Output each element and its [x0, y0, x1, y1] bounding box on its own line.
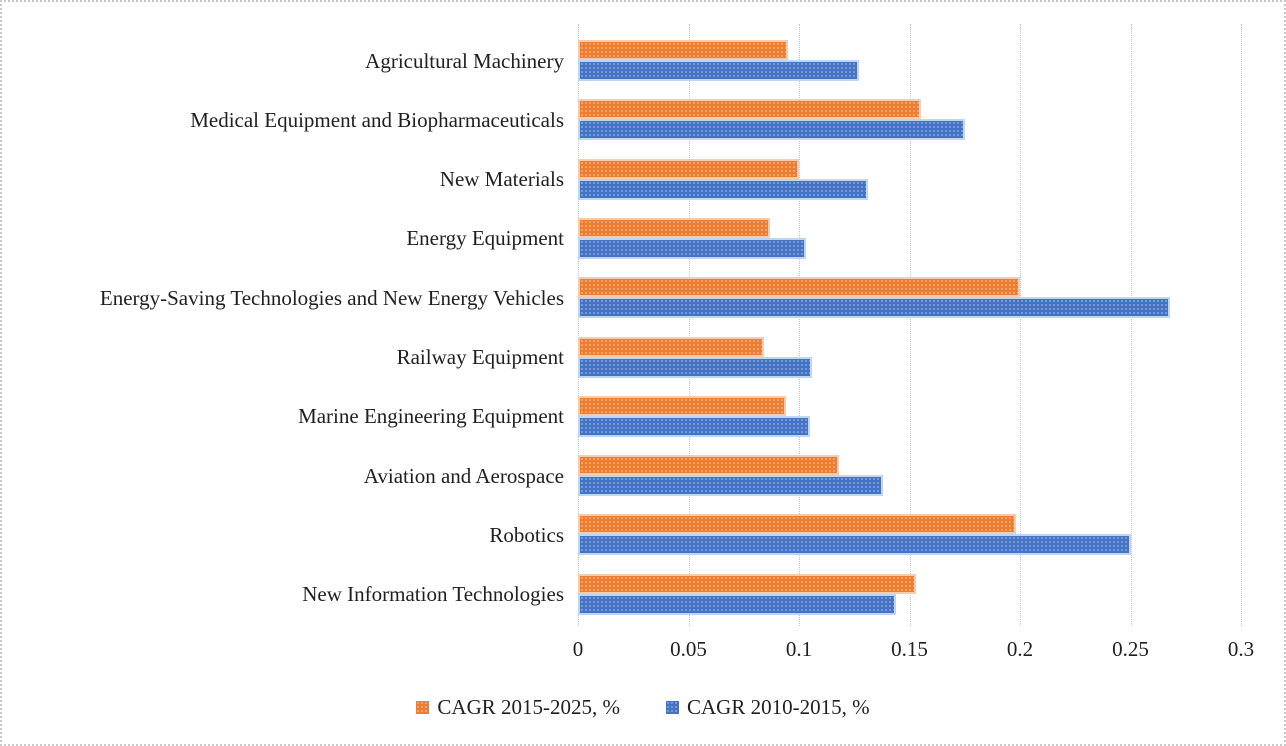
gridline: [578, 24, 579, 626]
bar-cagr-2015-2025: [578, 217, 770, 238]
bar-cagr-2015-2025: [578, 455, 839, 476]
x-tick-label: 0.05: [670, 637, 707, 661]
bar-cagr-2010-2015: [578, 475, 883, 497]
x-tick-label: 0: [572, 637, 584, 661]
bar-cagr-2010-2015: [578, 60, 859, 81]
bar-cagr-2015-2025: [578, 99, 921, 120]
bar-cagr-2010-2015: [578, 237, 806, 259]
x-tick-label: 0.1: [785, 637, 813, 661]
gridline: [909, 24, 911, 626]
legend-item-cagr-2010-2015: CAGR 2010-2015, %: [666, 694, 870, 720]
legend-swatch: [416, 700, 430, 714]
category-label: Energy-Saving Technologies and New Energ…: [99, 285, 564, 310]
x-tick-label: 0.15: [891, 637, 928, 661]
x-tick-label: 0.25: [1112, 637, 1149, 661]
gridline: [1241, 24, 1242, 626]
category-label: Medical Equipment and Biopharmaceuticals: [190, 107, 564, 132]
bar-cagr-2015-2025: [578, 277, 1020, 298]
bar-cagr-2010-2015: [578, 593, 896, 615]
bar-cagr-2015-2025: [578, 40, 788, 60]
gridline: [799, 24, 800, 626]
category-label: Marine Engineering Equipment: [298, 404, 564, 429]
legend-swatch: [666, 700, 679, 714]
bar-cagr-2015-2025: [578, 336, 764, 357]
gridline: [1020, 24, 1021, 626]
category-label: Aviation and Aerospace: [363, 463, 564, 488]
bar-cagr-2010-2015: [578, 415, 810, 437]
bar-cagr-2010-2015: [578, 297, 1170, 319]
legend: CAGR 2015-2025, % CAGR 2010-2015, %: [2, 694, 1284, 720]
gridline: [1130, 24, 1132, 626]
gridline: [688, 24, 690, 626]
x-tick-label: 0.3: [1227, 637, 1255, 661]
legend-label: CAGR 2010-2015, %: [687, 695, 870, 719]
bar-cagr-2010-2015: [578, 119, 965, 141]
x-tick-label: 0.2: [1006, 637, 1034, 661]
category-label: Energy Equipment: [406, 226, 564, 251]
bar-cagr-2010-2015: [578, 534, 1131, 556]
legend-item-cagr-2015-2025: CAGR 2015-2025, %: [416, 694, 620, 720]
bar-cagr-2015-2025: [578, 158, 799, 179]
category-label: New Information Technologies: [302, 582, 564, 607]
category-label: Robotics: [489, 522, 564, 547]
legend-label: CAGR 2015-2025, %: [437, 695, 620, 719]
bar-cagr-2015-2025: [578, 514, 1016, 535]
bar-cagr-2015-2025: [578, 573, 916, 594]
category-label: New Materials: [439, 167, 564, 192]
category-label: Railway Equipment: [396, 345, 564, 369]
bar-cagr-2010-2015: [578, 178, 868, 200]
bar-cagr-2015-2025: [578, 395, 786, 416]
bar-cagr-2010-2015: [578, 356, 812, 378]
category-label: Agricultural Machinery: [365, 48, 564, 73]
